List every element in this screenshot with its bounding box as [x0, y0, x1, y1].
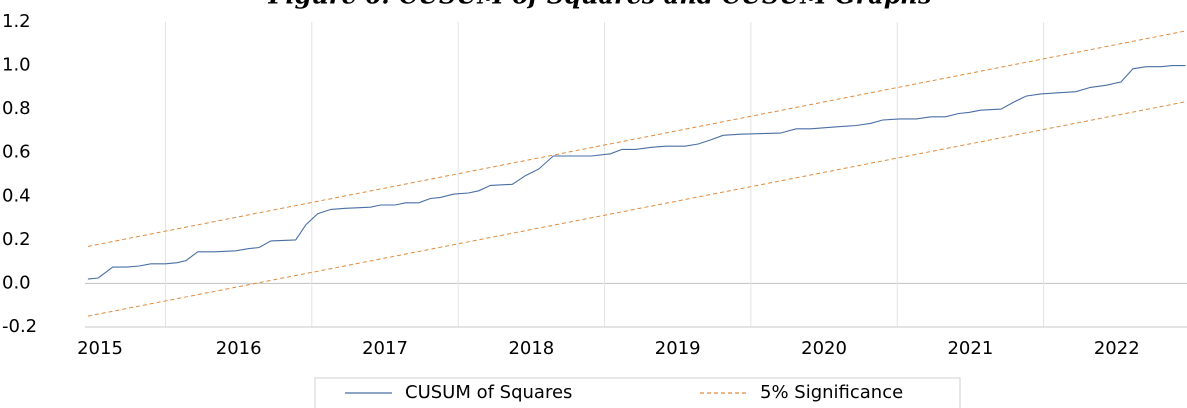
- legend-box: [314, 377, 961, 408]
- chart-title: Figure 6: CUSUM of Squares and CUSUM Gra…: [267, 0, 932, 10]
- y-tick-label: -0.2: [2, 316, 37, 337]
- significance-line: [87, 101, 1187, 317]
- x-tick-label: 2019: [655, 338, 701, 359]
- x-tick-label: 2018: [508, 338, 554, 359]
- y-tick-label: 1.2: [2, 11, 31, 32]
- series-line: [87, 65, 1186, 280]
- y-tick-label: 0.2: [2, 229, 31, 250]
- legend-label: CUSUM of Squares: [405, 382, 572, 403]
- y-tick-label: 0.0: [2, 272, 31, 293]
- y-tick-label: 0.4: [2, 185, 31, 206]
- x-tick-label: 2015: [77, 338, 123, 359]
- significance-line: [87, 30, 1187, 247]
- x-tick-label: 2020: [801, 338, 847, 359]
- y-tick-label: 1.0: [2, 55, 31, 76]
- x-tick-label: 2022: [1094, 338, 1140, 359]
- x-tick-label: 2017: [362, 338, 408, 359]
- x-tick-label: 2016: [216, 338, 262, 359]
- x-tick-label: 2021: [947, 338, 993, 359]
- legend-label: 5% Significance: [760, 382, 903, 403]
- y-tick-label: 0.8: [2, 98, 31, 119]
- y-tick-label: 0.6: [2, 142, 31, 163]
